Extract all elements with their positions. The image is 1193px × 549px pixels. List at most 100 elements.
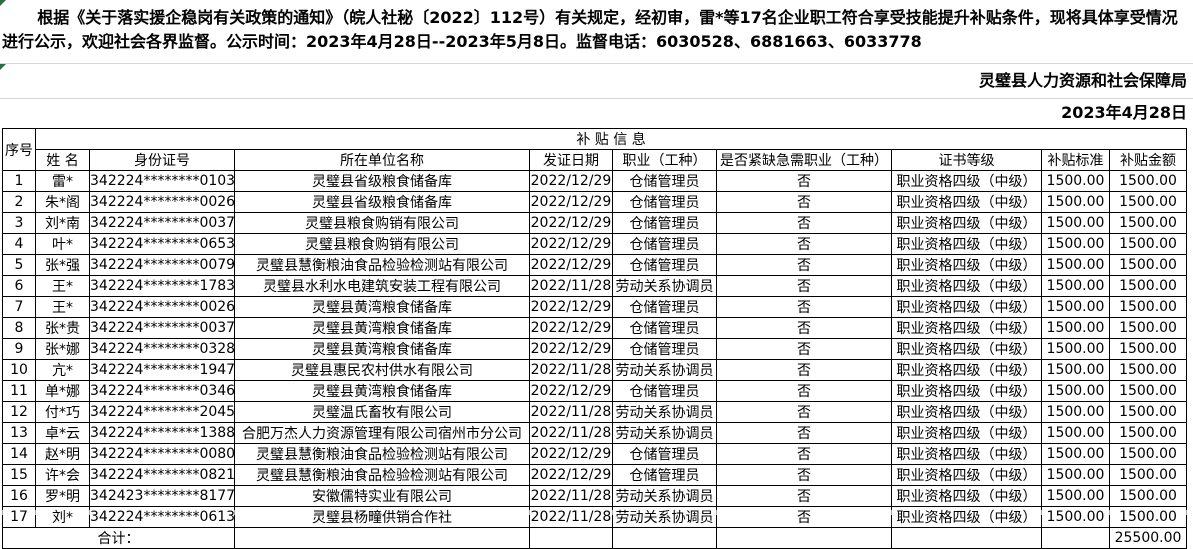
cell-subsidy-standard: 1500.00: [1041, 485, 1110, 507]
table-row: 11 单*娜 342224********0346 灵璧县黄湾粮食储备库 202…: [2, 380, 1188, 402]
table-row: 3 刘*南 342224********0037 灵璧县粮食购销有限公司 202…: [2, 212, 1188, 234]
cell-issue-date: 2022/12/29: [529, 317, 613, 339]
cell-employer: 灵璧县慧衡粮油食品检验检测站有限公司: [234, 254, 530, 276]
cell-certificate-level: 职业资格四级（中级）: [891, 317, 1042, 339]
cell-urgent: 否: [716, 380, 892, 402]
cell-certificate-level: 职业资格四级（中级）: [891, 485, 1042, 507]
cell-index: 14: [2, 443, 36, 465]
cell-issue-date: 2022/12/29: [529, 191, 613, 213]
cell-issue-date: 2022/12/29: [529, 254, 613, 276]
cell-name: 付*巧: [35, 401, 90, 423]
cell-name: 张*贵: [35, 317, 90, 339]
cell-index: 13: [2, 422, 36, 444]
cell-employer: 灵璧县省级粮食储备库: [234, 170, 530, 192]
total-urgent-empty: [716, 527, 892, 549]
subsidy-table: 序号 补 贴 信 息 姓 名 身份证号 所在单位名称 发证日期 职业（工种） 是…: [2, 128, 1188, 549]
cell-subsidy-amount: 1500.00: [1108, 464, 1188, 486]
cell-urgent: 否: [716, 254, 892, 276]
cell-occupation: 仓储管理员: [612, 296, 717, 318]
header-col-subsidy-standard: 补贴标准: [1041, 149, 1110, 171]
cell-subsidy-amount: 1500.00: [1108, 380, 1188, 402]
cell-name: 雷*: [35, 170, 90, 192]
cell-certificate-level: 职业资格四级（中级）: [891, 233, 1042, 255]
cell-name: 朱*阁: [35, 191, 90, 213]
cell-certificate-level: 职业资格四级（中级）: [891, 506, 1042, 528]
cell-urgent: 否: [716, 359, 892, 381]
cell-subsidy-standard: 1500.00: [1041, 338, 1110, 360]
cell-issue-date: 2022/12/29: [529, 170, 613, 192]
total-label: 合计：: [2, 527, 235, 549]
cell-subsidy-standard: 1500.00: [1041, 380, 1110, 402]
cell-issue-date: 2022/12/29: [529, 380, 613, 402]
cell-certificate-level: 职业资格四级（中级）: [891, 254, 1042, 276]
cell-index: 17: [2, 506, 36, 528]
cell-urgent: 否: [716, 317, 892, 339]
cell-employer: 灵璧县黄湾粮食储备库: [234, 317, 530, 339]
cell-occupation: 仓储管理员: [612, 254, 717, 276]
cell-certificate-level: 职业资格四级（中级）: [891, 401, 1042, 423]
table-row: 2 朱*阁 342224********0026 灵璧县省级粮食储备库 2022…: [2, 191, 1188, 213]
cell-subsidy-amount: 1500.00: [1108, 422, 1188, 444]
cell-name: 卓*云: [35, 422, 90, 444]
cell-subsidy-amount: 1500.00: [1108, 359, 1188, 381]
cell-subsidy-standard: 1500.00: [1041, 506, 1110, 528]
header-col-subsidy-amount: 补贴金额: [1108, 149, 1188, 171]
table-row: 5 张*强 342224********0079 灵璧县慧衡粮油食品检验检测站有…: [2, 254, 1188, 276]
cell-certificate-level: 职业资格四级（中级）: [891, 359, 1042, 381]
cell-subsidy-amount: 1500.00: [1108, 296, 1188, 318]
cell-employer: 灵璧县省级粮食储备库: [234, 191, 530, 213]
table-row: 16 罗*明 342423********8177 安徽儒特实业有限公司 202…: [2, 485, 1188, 507]
cell-issue-date: 2022/12/29: [529, 212, 613, 234]
table-body: 1 雷* 342224********0103 灵璧县省级粮食储备库 2022/…: [2, 170, 1188, 528]
cell-employer: 灵璧县黄湾粮食储备库: [234, 380, 530, 402]
cell-index: 5: [2, 254, 36, 276]
cell-subsidy-amount: 1500.00: [1108, 317, 1188, 339]
cell-id-number: 342224********0346: [89, 380, 235, 402]
cell-subsidy-amount: 1500.00: [1108, 443, 1188, 465]
cell-name: 叶*: [35, 233, 90, 255]
cell-index: 16: [2, 485, 36, 507]
header-col-id-number: 身份证号: [89, 149, 235, 171]
cell-subsidy-standard: 1500.00: [1041, 443, 1110, 465]
cell-id-number: 342224********0653: [89, 233, 235, 255]
table-row: 14 赵*明 342224********0080 灵璧县慧衡粮油食品检验检测站…: [2, 443, 1188, 465]
cell-flag-triangle: [0, 0, 6, 6]
cell-certificate-level: 职业资格四级（中级）: [891, 338, 1042, 360]
cell-issue-date: 2022/11/28: [529, 485, 613, 507]
total-employer-empty: [234, 527, 530, 549]
cell-urgent: 否: [716, 296, 892, 318]
cell-certificate-level: 职业资格四级（中级）: [891, 464, 1042, 486]
cell-occupation: 劳动关系协调员: [612, 359, 717, 381]
cell-urgent: 否: [716, 485, 892, 507]
table-row: 13 卓*云 342224********1388 合肥万杰人力资源管理有限公司…: [2, 422, 1188, 444]
cell-occupation: 劳动关系协调员: [612, 401, 717, 423]
cell-urgent: 否: [716, 464, 892, 486]
cell-index: 3: [2, 212, 36, 234]
cell-issue-date: 2022/12/29: [529, 464, 613, 486]
table-row: 7 王* 342224********0026 灵璧县黄湾粮食储备库 2022/…: [2, 296, 1188, 318]
notice-text: 根据《关于落实援企稳岗有关政策的通知》（皖人社秘〔2022〕112号）有关规定，…: [2, 8, 1178, 51]
cell-id-number: 342224********1783: [89, 275, 235, 297]
cell-certificate-level: 职业资格四级（中级）: [891, 191, 1042, 213]
table-row: 1 雷* 342224********0103 灵璧县省级粮食储备库 2022/…: [2, 170, 1188, 192]
cell-index: 1: [2, 170, 36, 192]
cell-employer: 灵璧县杨疃供销合作社: [234, 506, 530, 528]
cell-occupation: 仓储管理员: [612, 212, 717, 234]
cell-subsidy-amount: 1500.00: [1108, 275, 1188, 297]
cell-issue-date: 2022/12/29: [529, 296, 613, 318]
table-row: 17 刘* 342224********0613 灵璧县杨疃供销合作社 2022…: [2, 506, 1188, 528]
cell-employer: 灵璧县慧衡粮油食品检验检测站有限公司: [234, 464, 530, 486]
cell-id-number: 342224********0037: [89, 212, 235, 234]
total-row: 合计： 25500.00: [2, 527, 1188, 549]
cell-occupation: 仓储管理员: [612, 443, 717, 465]
cell-index: 10: [2, 359, 36, 381]
cell-occupation: 仓储管理员: [612, 380, 717, 402]
cell-index: 15: [2, 464, 36, 486]
cell-index: 7: [2, 296, 36, 318]
cell-name: 张*娜: [35, 338, 90, 360]
cell-issue-date: 2022/11/28: [529, 506, 613, 528]
cell-urgent: 否: [716, 191, 892, 213]
cell-name: 王*: [35, 275, 90, 297]
cell-issue-date: 2022/12/29: [529, 338, 613, 360]
header-col-urgent-occupation: 是否紧缺急需职业（工种）: [716, 149, 892, 171]
